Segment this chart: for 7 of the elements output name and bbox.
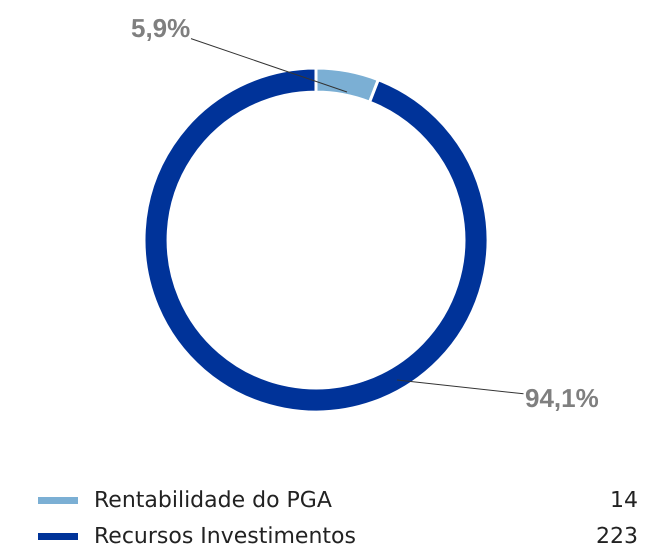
legend-label: Recursos Investimentos: [94, 524, 357, 548]
data-label: 5,9%: [131, 13, 190, 43]
text: 223: [596, 524, 638, 548]
text: 14: [610, 488, 638, 512]
data-label: 94,1%: [525, 383, 599, 413]
legend-label: Rentabilidade do PGA: [94, 488, 333, 512]
donut-slice: [142, 66, 490, 414]
